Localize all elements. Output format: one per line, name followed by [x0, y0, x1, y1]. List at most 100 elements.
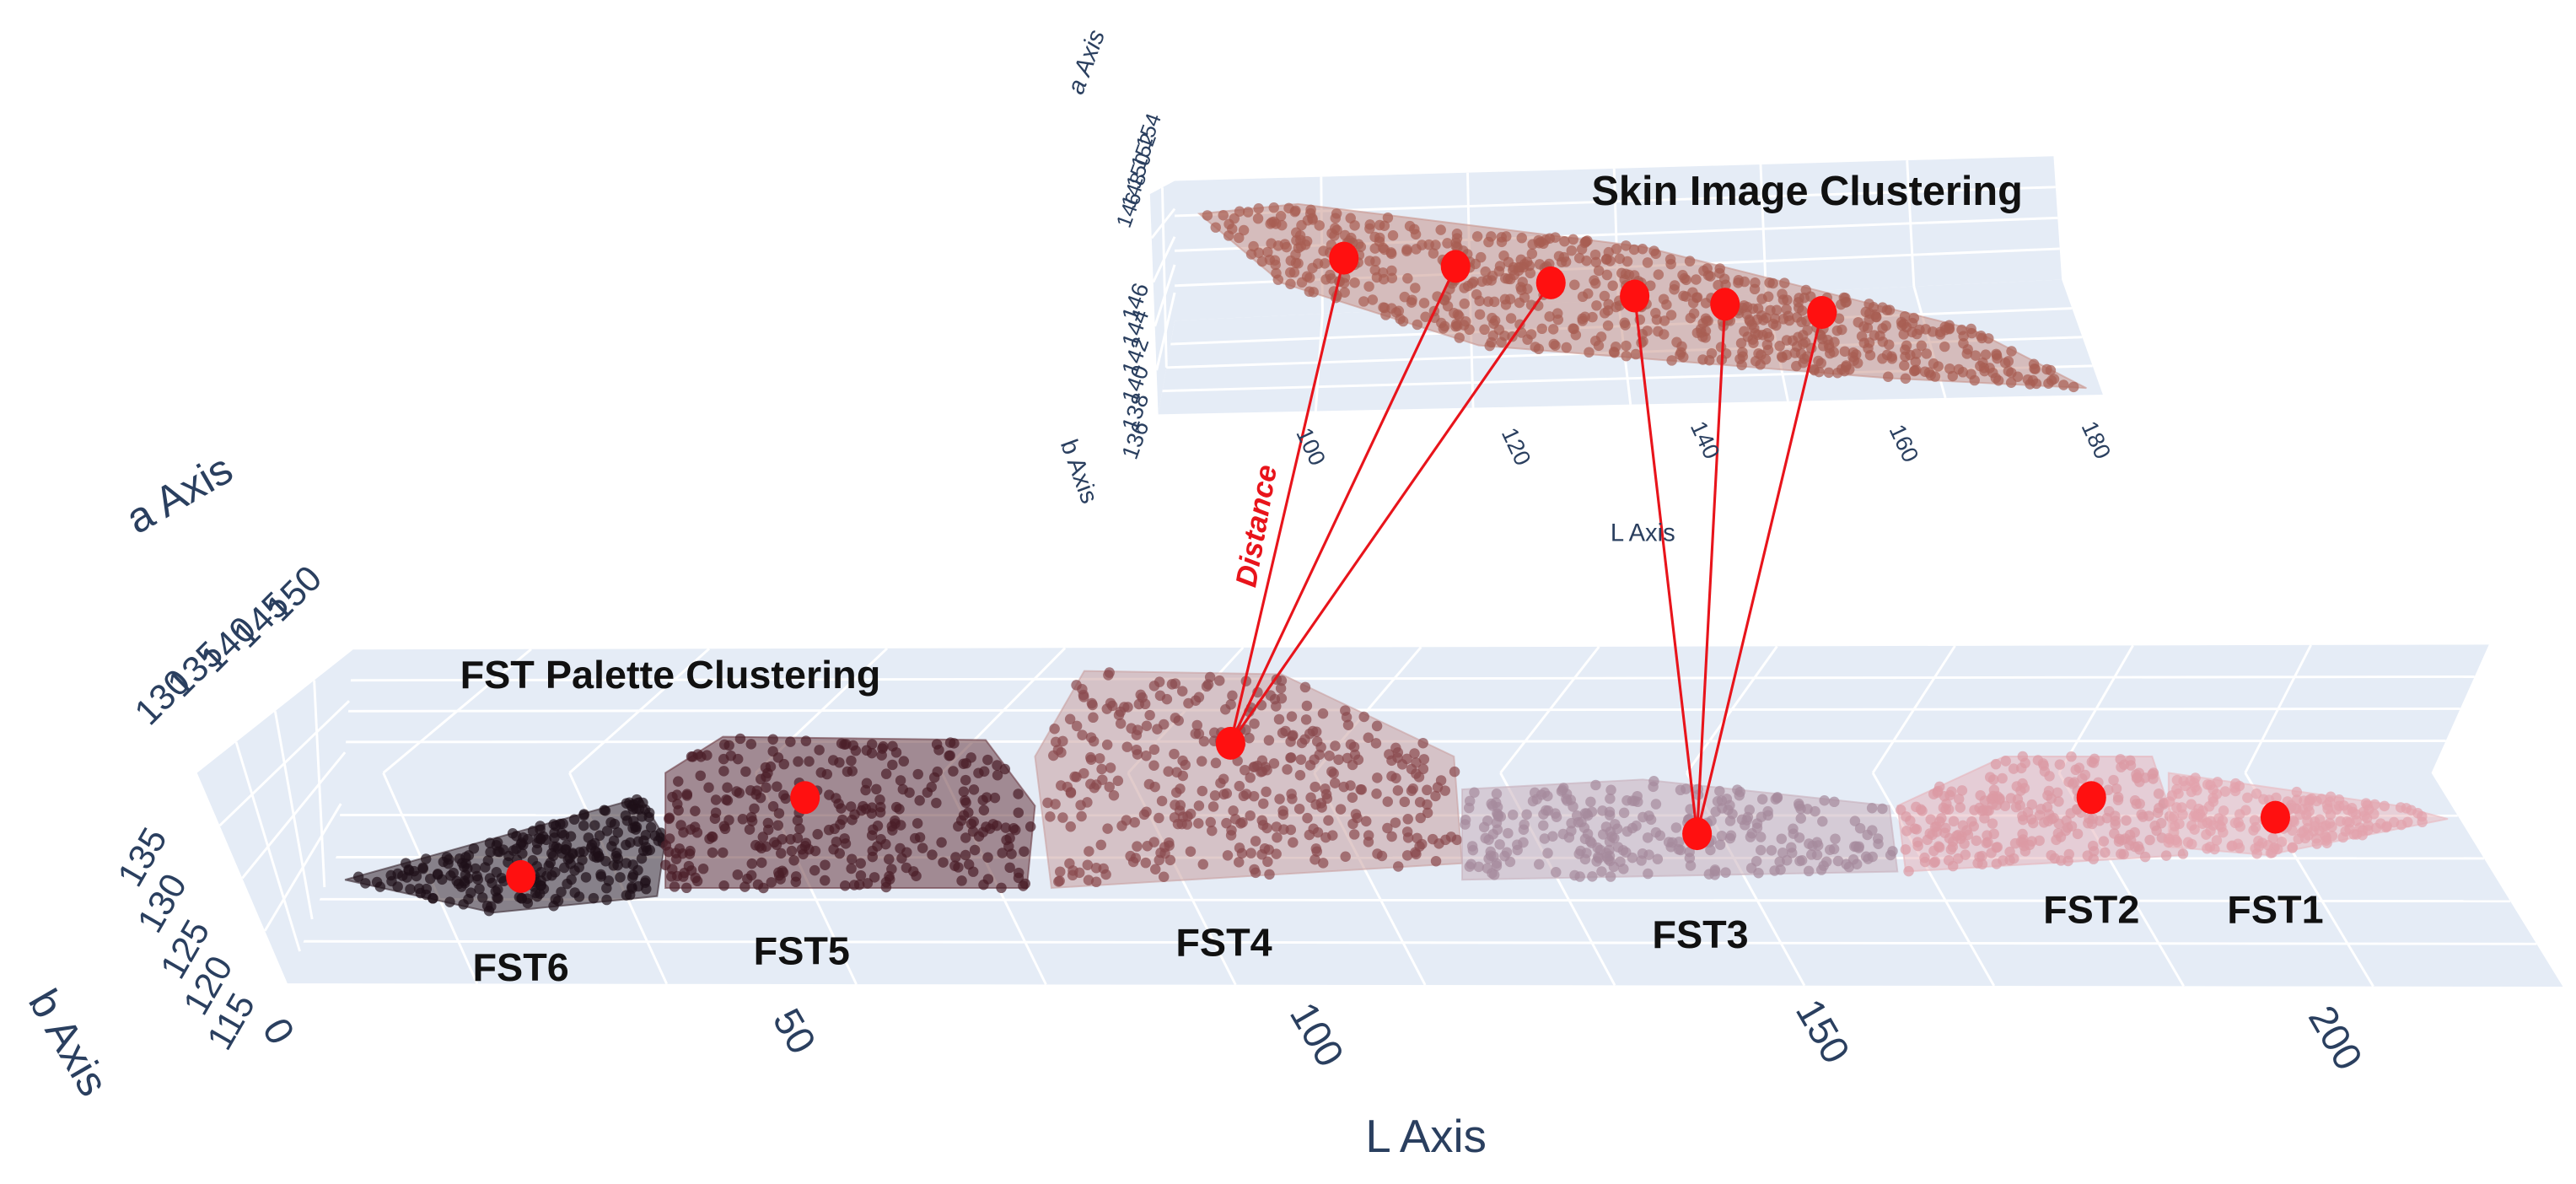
cluster-point	[848, 880, 860, 891]
cluster-point	[1115, 718, 1127, 729]
cluster-point	[664, 833, 675, 844]
cluster-point	[1851, 841, 1862, 852]
cluster-point	[710, 807, 722, 818]
cluster-point	[1207, 801, 1219, 812]
cluster-point	[612, 859, 623, 871]
cluster-point	[1268, 202, 1279, 213]
cluster-point	[1648, 245, 1659, 256]
cluster-point	[417, 863, 428, 875]
cluster-point	[1568, 234, 1578, 245]
cluster-point	[1944, 323, 1955, 334]
cluster-point	[589, 851, 600, 862]
cluster-point	[898, 756, 910, 767]
cluster-point	[1645, 280, 1656, 291]
cluster-point	[1348, 741, 1360, 752]
cluster-point	[1602, 320, 1614, 331]
cluster-point	[1953, 794, 1965, 805]
cluster-point	[1264, 869, 1275, 880]
cluster-point	[1460, 819, 1471, 830]
cluster-point	[1547, 831, 1558, 842]
cluster-point	[1992, 791, 2003, 802]
cluster-point	[2308, 826, 2319, 837]
distance-line	[1229, 266, 1457, 745]
cluster-point	[557, 848, 567, 859]
cluster-point	[1755, 831, 1767, 842]
cluster-point	[1675, 784, 1686, 796]
cluster-point	[1170, 787, 1182, 798]
cluster-point	[428, 893, 438, 904]
cluster-point	[1410, 847, 1421, 858]
cluster-point	[1053, 876, 1064, 887]
cluster-point	[1310, 854, 1320, 865]
cluster-point	[681, 790, 693, 801]
cluster-point	[833, 798, 844, 810]
cluster-point	[458, 861, 470, 873]
cluster-point	[1750, 328, 1761, 339]
cluster-point	[773, 867, 784, 878]
cluster-point	[2272, 843, 2283, 855]
cluster-point	[1418, 298, 1430, 309]
cluster-point	[871, 783, 882, 795]
cluster-point	[1347, 792, 1358, 803]
cluster-point	[839, 833, 850, 844]
cluster-point	[1350, 809, 1362, 820]
cluster-point	[1864, 349, 1876, 361]
cluster-point	[2325, 809, 2337, 821]
cluster-point	[1276, 675, 1288, 686]
cluster-point	[1643, 868, 1654, 880]
cluster-point	[963, 807, 974, 818]
cluster-point	[1632, 790, 1643, 802]
cluster-point	[1422, 799, 1433, 810]
cluster-point	[1957, 367, 1969, 378]
cluster-point	[1249, 864, 1260, 875]
cluster-point	[1228, 805, 1239, 816]
cluster-point	[1580, 236, 1591, 247]
cluster-point	[1253, 247, 1265, 258]
cluster-point	[1263, 735, 1275, 746]
cluster-point	[1905, 815, 1916, 826]
cluster-point	[1466, 841, 1478, 852]
cluster-point	[1261, 786, 1272, 798]
cluster-point	[1685, 860, 1697, 871]
cluster-point	[403, 865, 415, 876]
cluster-point	[1287, 730, 1298, 742]
cluster-point	[1156, 795, 1168, 807]
cluster-point	[2088, 757, 2100, 768]
cluster-point	[1802, 325, 1813, 336]
cluster-point	[1522, 334, 1533, 345]
cluster-point	[1847, 347, 1859, 358]
cluster-point	[1597, 829, 1609, 840]
cluster-point	[1430, 790, 1441, 802]
cluster-point	[1795, 813, 1807, 824]
cluster-point	[1530, 342, 1541, 353]
cluster-point	[1154, 812, 1164, 824]
cluster-point	[569, 887, 580, 898]
cluster-point	[1593, 265, 1605, 277]
cluster-point	[1339, 272, 1351, 283]
cluster-point	[1608, 347, 1620, 358]
cluster-point	[1349, 277, 1360, 288]
cluster-point	[2370, 822, 2382, 834]
cluster-point	[1566, 245, 1578, 256]
cluster-point	[1596, 866, 1607, 877]
cluster-point	[444, 896, 455, 907]
cluster-point	[1100, 869, 1111, 880]
cluster-point	[1929, 856, 1941, 868]
cluster-point	[451, 875, 462, 887]
cluster-point	[1978, 805, 1989, 816]
cluster-point	[2204, 842, 2216, 853]
cluster-point	[809, 845, 821, 857]
cluster-point	[855, 869, 867, 881]
cluster-point	[761, 782, 772, 794]
cluster-point	[912, 768, 923, 780]
cluster-point	[1288, 837, 1299, 848]
cluster-point	[1210, 222, 1222, 233]
cluster-point	[973, 767, 984, 778]
cluster-point	[1210, 757, 1222, 769]
cluster-point	[2116, 835, 2127, 846]
cluster-point	[1997, 772, 2008, 784]
cluster-point	[1823, 367, 1835, 379]
cluster-point	[1500, 299, 1512, 310]
cluster-point	[1363, 830, 1374, 841]
cluster-point	[1571, 810, 1583, 821]
